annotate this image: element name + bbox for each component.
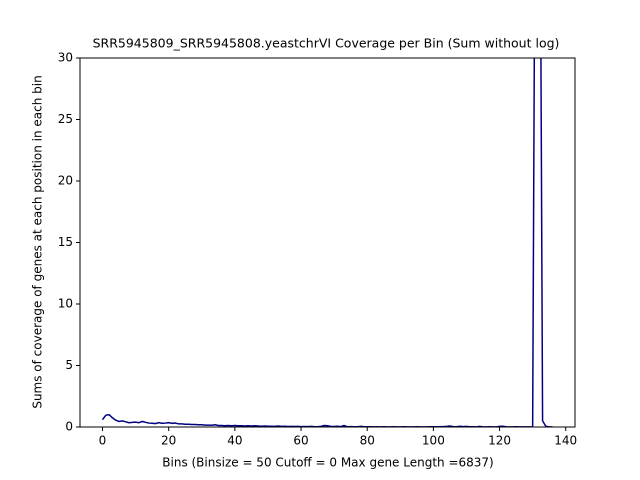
axes-frame — [79, 57, 576, 428]
x-tick-label: 60 — [293, 434, 308, 448]
x-tick-label: 40 — [227, 434, 242, 448]
plot-area — [101, 58, 553, 427]
x-tick-label: 100 — [422, 434, 445, 448]
y-tick-label: 15 — [58, 235, 73, 249]
x-tick-label: 140 — [554, 434, 577, 448]
x-axis-label: Bins (Binsize = 50 Cutoff = 0 Max gene L… — [162, 456, 493, 470]
y-tick-label: 30 — [58, 51, 73, 65]
y-tick-label: 5 — [65, 358, 73, 372]
y-tick-label: 20 — [58, 174, 73, 188]
x-tick-label: 20 — [161, 434, 176, 448]
x-tick-label: 120 — [488, 434, 511, 448]
y-tick-label: 0 — [65, 420, 73, 434]
line-series — [101, 58, 553, 427]
x-tick-label: 80 — [360, 434, 375, 448]
chart-title: SRR5945809_SRR5945808.yeastchrVI Coverag… — [93, 36, 560, 51]
y-axis-label: Sums of coverage of genes at each positi… — [31, 75, 45, 408]
x-tick-label: 0 — [99, 434, 107, 448]
y-tick-label: 25 — [58, 112, 73, 126]
y-tick-label: 10 — [58, 297, 73, 311]
